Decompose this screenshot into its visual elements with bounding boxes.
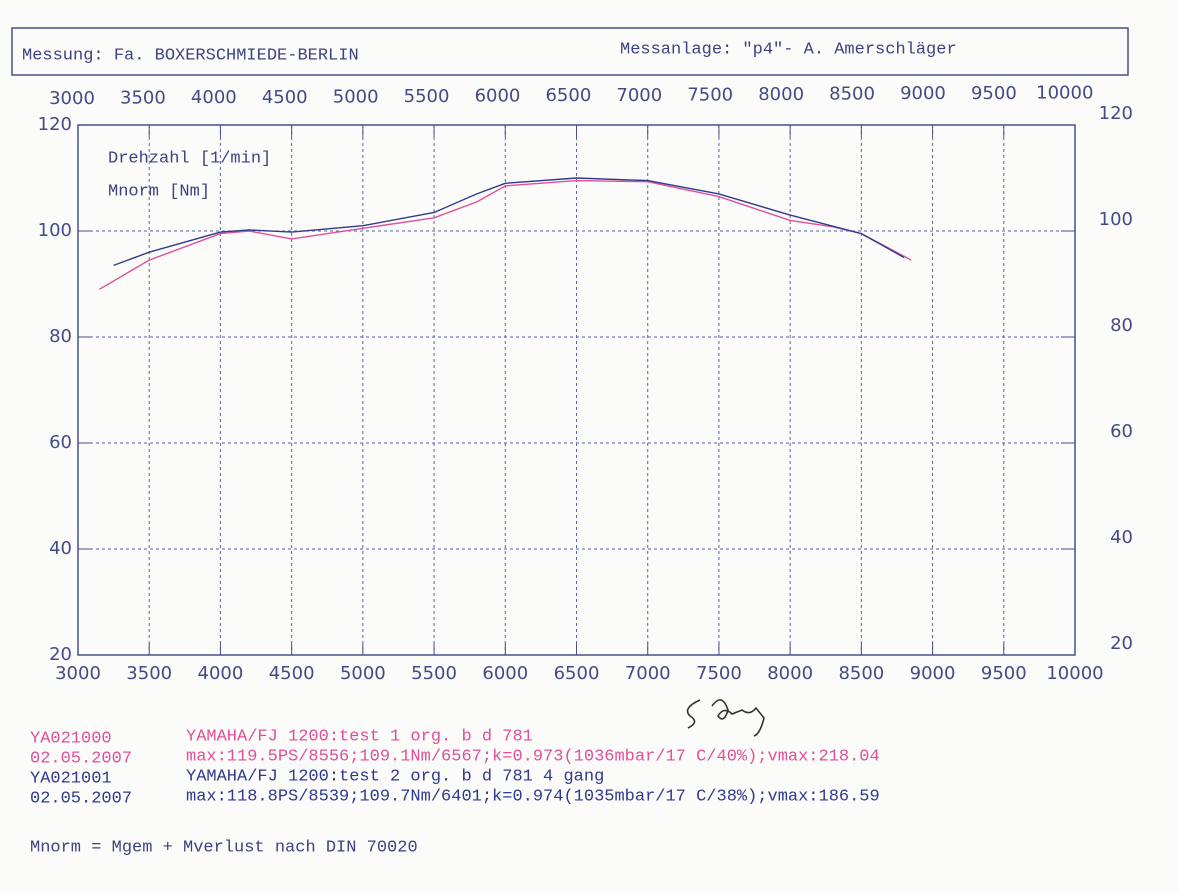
x-tick-label: 8500 — [838, 663, 884, 684]
x-tick-label-top: 7000 — [616, 85, 662, 106]
y-tick-label: 120 — [38, 114, 72, 135]
x-tick-label-top: 7500 — [687, 84, 733, 105]
x-tick-label: 9000 — [910, 663, 956, 684]
y-tick-label: 80 — [49, 326, 72, 347]
x-tick-label: 7500 — [696, 663, 742, 684]
legend-description: YAMAHA/FJ 1200:test 1 org. b d 781 — [186, 727, 533, 746]
x-tick-label-top: 6500 — [545, 85, 591, 106]
x-tick-label: 4500 — [269, 663, 315, 684]
y-tick-label: 60 — [49, 432, 72, 453]
x-tick-label-top: 5000 — [333, 86, 379, 107]
x-tick-label-top: 5500 — [404, 86, 450, 107]
series-line — [99, 179, 912, 290]
header-right: Messanlage: "p4"- A. Amerschläger — [620, 40, 957, 59]
signature — [686, 699, 765, 737]
header-left: Messung: Fa. BOXERSCHMIEDE-BERLIN — [22, 46, 359, 65]
x-tick-label-top: 10000 — [1036, 82, 1093, 103]
legend-id: YA021001 — [30, 769, 112, 788]
x-tick-label: 6500 — [554, 663, 600, 684]
x-tick-label: 5500 — [411, 663, 457, 684]
y-tick-label-right: 80 — [1110, 315, 1133, 336]
y-tick-label: 40 — [49, 538, 72, 559]
x-tick-label: 6000 — [482, 663, 528, 684]
x-tick-label: 8000 — [767, 663, 813, 684]
x-tick-label-top: 8500 — [829, 84, 875, 105]
x-tick-label: 5000 — [340, 663, 386, 684]
header-box — [11, 27, 1129, 76]
y-tick-label-right: 20 — [1110, 633, 1133, 654]
legend-id: YA021000 — [30, 729, 112, 748]
x-tick-label: 3000 — [55, 663, 101, 684]
y-tick-label-right: 60 — [1110, 421, 1133, 442]
x-tick-label-top: 4000 — [191, 87, 237, 108]
x-tick-label-top: 9500 — [971, 83, 1017, 104]
legend-line: Drehzahl [1/min] — [108, 149, 271, 168]
footnote: Mnorm = Mgem + Mverlust nach DIN 70020 — [30, 838, 418, 857]
legend-line: Mnorm [Nm] — [108, 182, 210, 201]
y-tick-label: 20 — [49, 644, 72, 665]
x-tick-label-top: 9000 — [900, 83, 946, 104]
legend-stats: max:118.8PS/8539;109.7Nm/6401;k=0.974(10… — [186, 787, 880, 806]
series-line — [113, 177, 905, 267]
x-tick-label-top: 3000 — [49, 88, 95, 109]
legend-description: YAMAHA/FJ 1200:test 2 org. b d 781 4 gan… — [186, 767, 604, 786]
x-tick-label-top: 4500 — [262, 87, 308, 108]
x-tick-label: 9500 — [981, 663, 1027, 684]
x-tick-label-top: 6000 — [475, 86, 521, 107]
legend-stats: max:119.5PS/8556;109.1Nm/6567;k=0.973(10… — [186, 747, 880, 766]
x-tick-label: 4000 — [198, 663, 244, 684]
y-tick-label-right: 100 — [1099, 209, 1133, 230]
y-tick-label: 100 — [38, 220, 72, 241]
x-tick-label: 3500 — [126, 663, 172, 684]
legend-date: 02.05.2007 — [30, 749, 132, 768]
x-tick-label-top: 3500 — [120, 88, 166, 109]
y-tick-label-right: 40 — [1110, 527, 1133, 548]
x-tick-label-top: 8000 — [758, 84, 804, 105]
y-tick-label-right: 120 — [1099, 103, 1133, 124]
legend-date: 02.05.2007 — [30, 789, 132, 808]
x-tick-label: 10000 — [1046, 663, 1103, 684]
x-tick-label: 7000 — [625, 663, 671, 684]
